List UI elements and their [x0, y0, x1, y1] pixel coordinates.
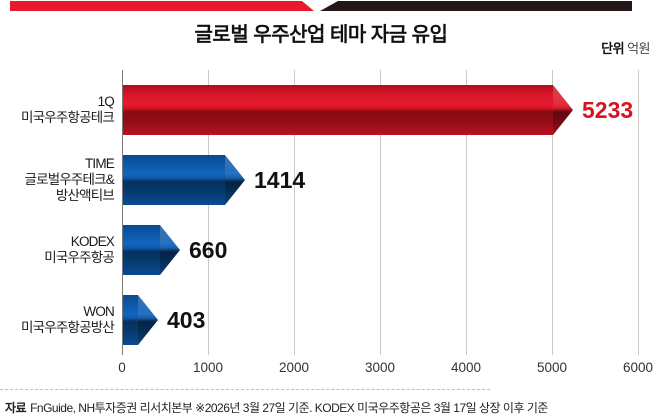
- category-label: 1Q 미국우주항공테크: [0, 85, 115, 135]
- category-label-line: TIME: [84, 156, 115, 171]
- gridline: [466, 70, 467, 355]
- x-tick-label: 3000: [364, 360, 396, 375]
- footer-source-label: 자료: [5, 401, 27, 415]
- footer-source-text: FnGuide, NH투자증권 리서치본부 ※2026년 3월 27일 기준. …: [30, 401, 548, 415]
- x-tick-label: 4000: [450, 360, 482, 375]
- bar: [123, 225, 180, 275]
- x-tick-label: 2000: [278, 360, 310, 375]
- footer-divider: [0, 389, 490, 390]
- category-label-line: 미국우주항공테크: [21, 110, 115, 125]
- category-label-line: 미국우주항공: [44, 250, 115, 265]
- category-label-line: WON: [83, 304, 114, 319]
- y-axis-line: [122, 70, 123, 355]
- value-label: 403: [167, 306, 206, 333]
- bar: [123, 155, 245, 205]
- category-label-line: 방산액티브: [55, 188, 115, 203]
- category-label-line: 미국우주항공방산: [21, 320, 115, 335]
- gridline: [638, 70, 639, 355]
- gridline: [552, 70, 553, 355]
- category-label-line: 글로벌우주테크&: [24, 172, 114, 187]
- unit-label-value: 억원: [627, 41, 650, 56]
- category-label-line: KODEX: [70, 234, 115, 249]
- top-banner-black-ribbon: [320, 1, 632, 11]
- value-label: 660: [189, 236, 228, 263]
- category-label: WON 미국우주항공방산: [0, 295, 115, 345]
- unit-label-key: 단위: [601, 41, 625, 56]
- footer-source-note: 자료 FnGuide, NH투자증권 리서치본부 ※2026년 3월 27일 기준…: [5, 399, 548, 416]
- gridline: [380, 70, 381, 355]
- top-banner-red-ribbon: [10, 1, 314, 11]
- value-label: 5233: [582, 96, 634, 123]
- x-tick-label: 5000: [536, 360, 568, 375]
- gridline: [294, 70, 295, 355]
- gridline: [208, 70, 209, 355]
- bar: [123, 295, 158, 345]
- unit-label: 단위 억원: [601, 38, 650, 57]
- category-label-line: 1Q: [97, 94, 115, 109]
- page-title: 글로벌 우주산업 테마 자금 유입: [194, 24, 448, 46]
- x-tick-label: 1000: [192, 360, 224, 375]
- bar: [123, 85, 573, 135]
- x-tick-label: 0: [118, 360, 126, 375]
- value-label: 1414: [254, 166, 306, 193]
- top-banner: [10, 1, 632, 11]
- x-tick-label: 6000: [622, 360, 654, 375]
- category-label: KODEX 미국우주항공: [0, 225, 115, 275]
- category-label: TIME 글로벌우주테크& 방산액티브: [0, 155, 114, 205]
